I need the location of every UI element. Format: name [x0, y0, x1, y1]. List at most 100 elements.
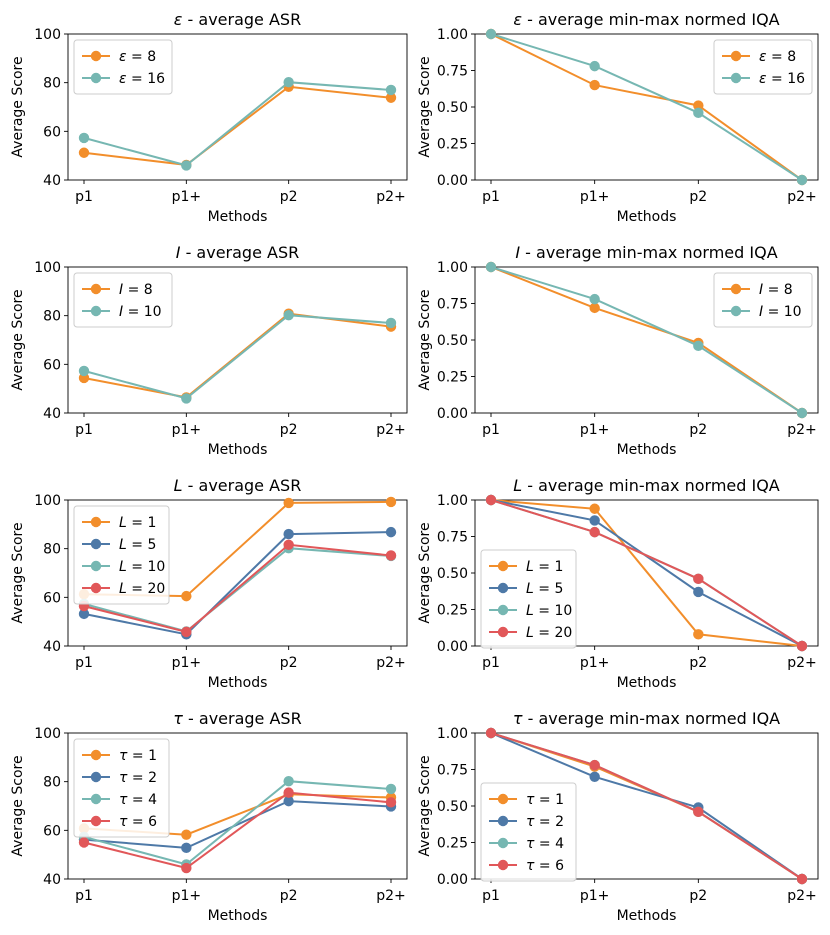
legend-entry: L = 10	[489, 603, 572, 619]
legend-variable: I	[759, 304, 763, 320]
data-point	[181, 590, 192, 602]
x-tick-label: p1+	[172, 189, 202, 205]
legend: L = 1L = 5L = 10L = 20	[480, 549, 577, 649]
data-point	[796, 407, 808, 419]
series-line	[83, 81, 392, 167]
y-tick-label: 0.50	[437, 100, 468, 116]
legend: I = 8I = 10	[73, 272, 173, 328]
y-tick-label: 0.00	[437, 406, 468, 422]
legend-variable: I	[759, 282, 763, 298]
legend-value: = 10	[127, 559, 165, 575]
data-point	[283, 309, 294, 321]
legend: L = 1L = 5L = 10L = 20	[73, 505, 170, 605]
data-point	[385, 92, 397, 103]
legend-variable: L	[119, 581, 127, 597]
chart-title: ε - average min-max normed IQA	[513, 10, 779, 29]
legend-box	[480, 782, 577, 882]
x-tick-label: p1+	[580, 422, 610, 438]
data-point	[796, 174, 808, 186]
legend-value: = 4	[127, 792, 157, 808]
series-line	[83, 531, 392, 636]
legend-marker	[90, 793, 102, 805]
legend-box	[73, 738, 170, 838]
data-point	[796, 873, 808, 885]
x-tick-label: p2+	[787, 655, 817, 671]
series-line	[83, 791, 392, 870]
data-point	[283, 795, 294, 807]
legend-entry: L = 20	[82, 581, 165, 597]
data-point	[181, 842, 192, 854]
legend-marker	[730, 50, 742, 62]
legend-variable: I	[119, 282, 123, 298]
legend-label: I = 8	[759, 282, 793, 298]
series-line	[490, 499, 803, 647]
data-point	[589, 79, 600, 91]
legend-value: = 5	[534, 581, 564, 597]
x-tick-label: p1+	[172, 422, 202, 438]
chart-title: L - average ASR	[174, 476, 302, 495]
y-tick-label: 100	[34, 27, 61, 43]
data-point	[693, 586, 704, 598]
series-line	[490, 732, 803, 880]
x-axis-label: Methods	[617, 442, 677, 458]
data-point	[78, 608, 90, 620]
y-tick-label: 40	[43, 173, 61, 189]
y-tick-label: 40	[43, 872, 61, 888]
series-1	[78, 81, 397, 171]
series-2	[485, 261, 808, 419]
legend-variable: τ	[526, 814, 535, 830]
data-point	[385, 550, 397, 561]
data-point	[693, 573, 704, 585]
x-tick-label: p1	[482, 189, 500, 205]
y-tick-label: 40	[43, 406, 61, 422]
legend-label: L = 1	[119, 515, 156, 531]
data-point	[589, 293, 600, 305]
chart-5: L - average ASR 40 60 80 100 p1 p1+ p2 p2+ Method…	[10, 476, 408, 691]
legend-marker	[730, 305, 742, 317]
data-point	[283, 775, 294, 787]
data-point	[796, 640, 808, 652]
axes-frame	[67, 266, 408, 414]
y-tick-label: 0.00	[437, 173, 468, 189]
data-point	[385, 526, 397, 538]
legend-marker	[90, 305, 102, 317]
legend-variable: L	[526, 603, 534, 619]
series-line	[490, 33, 803, 181]
data-point	[181, 626, 192, 638]
legend-label: ε = 16	[119, 71, 165, 87]
legend-value: = 8	[127, 49, 157, 65]
legend-label: ε = 8	[119, 49, 156, 65]
legend-value: = 4	[534, 836, 564, 852]
title-text: - average ASR	[183, 709, 302, 728]
legend-box	[73, 505, 170, 605]
legend-value: = 8	[767, 49, 797, 65]
data-point	[385, 783, 397, 795]
legend-label: τ = 6	[526, 858, 564, 874]
title-variable: τ	[513, 709, 523, 728]
series-2	[485, 28, 808, 186]
legend-label: τ = 6	[119, 814, 157, 830]
legend: τ = 1τ = 2τ = 4τ = 6	[480, 782, 577, 882]
x-tick-label: p1	[482, 655, 500, 671]
legend-entry: τ = 6	[82, 814, 157, 830]
legend-label: I = 10	[119, 304, 162, 320]
legend-variable: τ	[119, 792, 128, 808]
x-axis-label: Methods	[208, 442, 268, 458]
title-variable: L	[174, 476, 183, 495]
legend-entry: L = 10	[82, 559, 165, 575]
chart-8: τ - average min-max normed IQA 0.00 0.25 0.…	[417, 709, 819, 924]
x-tick-label: p2	[689, 189, 707, 205]
y-tick-label: 60	[43, 590, 61, 606]
title-variable: ε	[513, 10, 522, 29]
legend-variable: ε	[119, 71, 127, 87]
axes-frame	[67, 33, 408, 181]
legend-variable: L	[526, 581, 534, 597]
y-tick-label: 1.00	[437, 493, 468, 509]
x-tick-label: p1	[482, 422, 500, 438]
title-variable: τ	[173, 709, 183, 728]
data-point	[78, 132, 90, 144]
x-axis-label: Methods	[208, 209, 268, 225]
legend-label: L = 20	[526, 625, 572, 641]
x-axis-label: Methods	[617, 675, 677, 691]
legend-entry: ε = 16	[82, 71, 165, 87]
